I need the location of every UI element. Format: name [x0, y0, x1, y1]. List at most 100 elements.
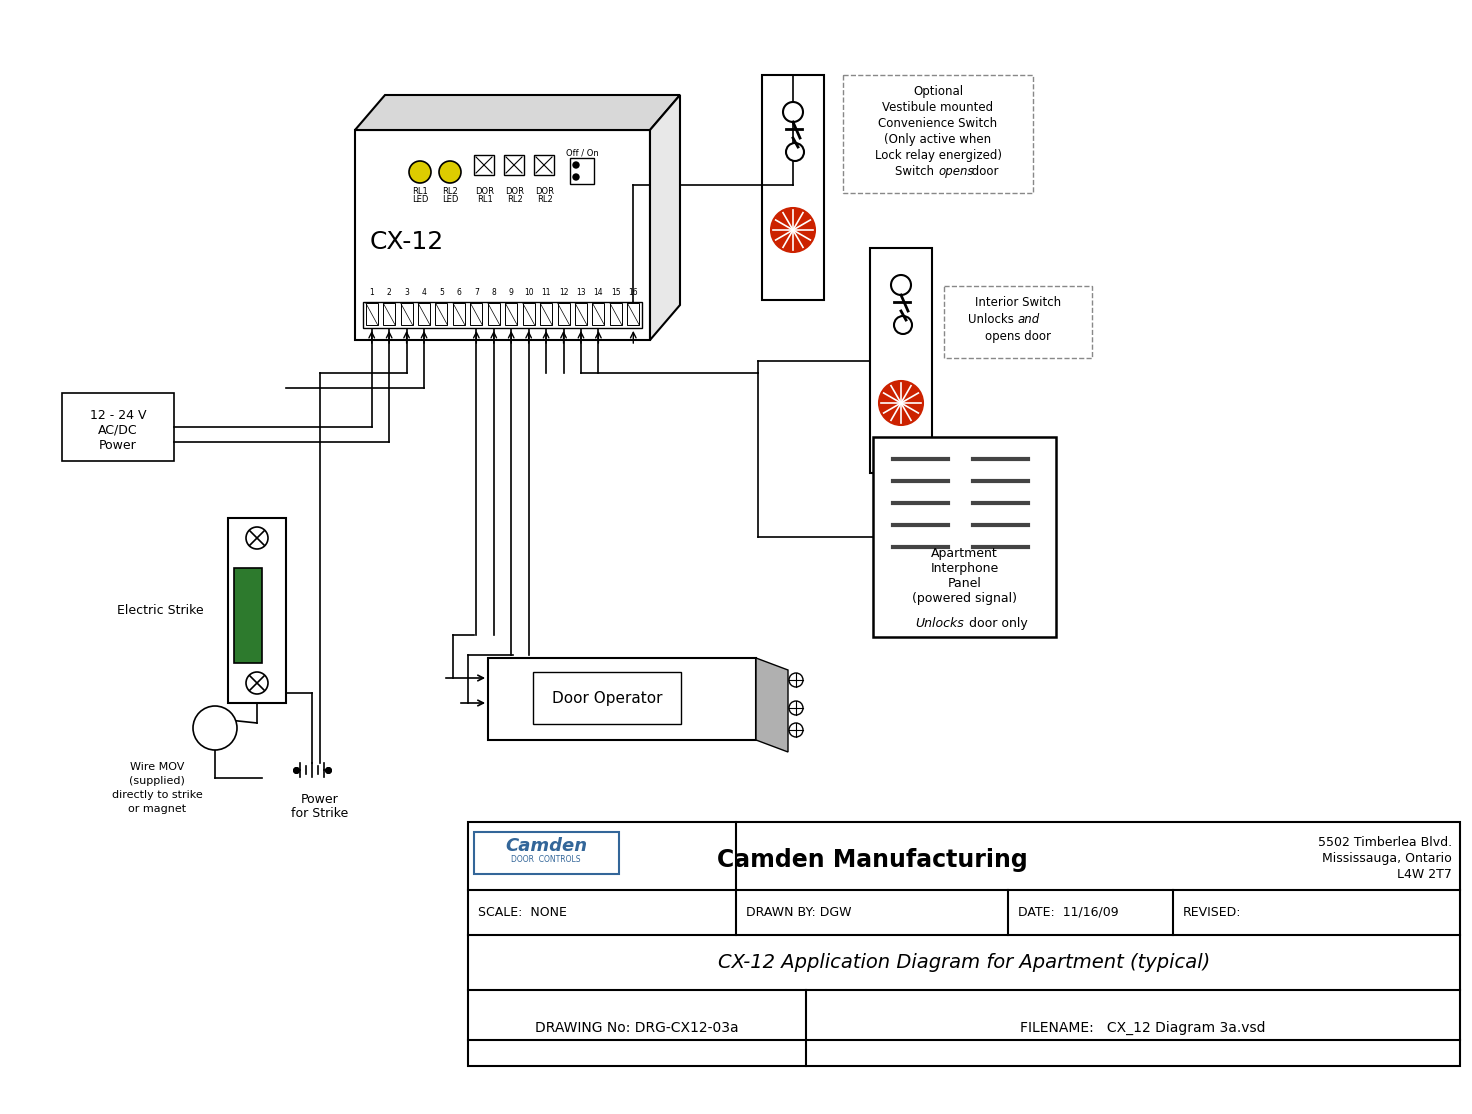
Bar: [627, 303, 639, 325]
Text: Optional: Optional: [913, 85, 963, 98]
Text: Door Operator: Door Operator: [552, 691, 662, 705]
Circle shape: [439, 162, 461, 183]
Text: Interphone: Interphone: [930, 561, 998, 575]
Text: DOOR  CONTROLS: DOOR CONTROLS: [511, 856, 581, 864]
Text: Mississauga, Ontario: Mississauga, Ontario: [1322, 852, 1451, 864]
Circle shape: [246, 672, 268, 694]
Text: directly to strike: directly to strike: [112, 790, 202, 800]
Bar: [873, 437, 1055, 637]
Text: 2: 2: [387, 289, 392, 297]
Text: 2: 2: [581, 173, 587, 182]
Text: 16: 16: [629, 289, 637, 297]
Bar: [383, 303, 394, 325]
Text: Power: Power: [302, 793, 339, 807]
Text: AC/DC: AC/DC: [99, 423, 138, 437]
Text: L4W 2T7: L4W 2T7: [1397, 868, 1451, 881]
Bar: [400, 303, 412, 325]
Text: opens door: opens door: [985, 330, 1051, 343]
Text: DATE:  11/16/09: DATE: 11/16/09: [1019, 906, 1119, 919]
Text: for Strike: for Strike: [291, 807, 349, 820]
Text: 11: 11: [542, 289, 551, 297]
Text: and: and: [1019, 313, 1041, 326]
Text: 9: 9: [509, 289, 514, 297]
Bar: [870, 248, 932, 473]
Bar: [944, 286, 1092, 358]
Bar: [489, 658, 757, 740]
Circle shape: [789, 701, 804, 715]
Circle shape: [894, 316, 913, 334]
Bar: [365, 303, 378, 325]
Text: 10: 10: [524, 289, 533, 297]
Bar: [474, 832, 620, 874]
Text: RL1: RL1: [412, 187, 428, 196]
Text: opens: opens: [938, 165, 973, 178]
Text: 12 - 24 V: 12 - 24 V: [90, 409, 146, 421]
Circle shape: [573, 174, 578, 180]
Text: Off / On: Off / On: [565, 148, 599, 157]
Text: 6: 6: [456, 289, 461, 297]
Circle shape: [193, 706, 237, 750]
Text: 3: 3: [405, 289, 409, 297]
Bar: [558, 303, 570, 325]
Text: Unlocks: Unlocks: [969, 313, 1019, 326]
Text: RL2: RL2: [508, 195, 523, 204]
Circle shape: [789, 723, 804, 737]
Text: 1: 1: [369, 289, 374, 297]
Bar: [503, 155, 524, 175]
Bar: [762, 75, 824, 300]
Text: 14: 14: [593, 289, 604, 297]
Text: Interior Switch: Interior Switch: [974, 296, 1061, 309]
Bar: [436, 303, 447, 325]
Text: Vestibule mounted: Vestibule mounted: [882, 101, 994, 114]
Bar: [523, 303, 534, 325]
Circle shape: [573, 162, 578, 168]
Text: Apartment: Apartment: [932, 547, 998, 560]
Bar: [474, 155, 495, 175]
Bar: [355, 130, 651, 340]
Text: DOR: DOR: [536, 187, 555, 196]
Text: 12: 12: [559, 289, 568, 297]
Circle shape: [771, 208, 815, 252]
Bar: [471, 303, 483, 325]
Text: door: door: [969, 165, 998, 178]
Text: DOR: DOR: [505, 187, 524, 196]
Bar: [505, 303, 517, 325]
Text: RL2: RL2: [537, 195, 553, 204]
Text: Camden: Camden: [505, 837, 587, 856]
Text: DRAWN BY: DGW: DRAWN BY: DGW: [746, 906, 851, 919]
Text: RL2: RL2: [442, 187, 458, 196]
Polygon shape: [757, 658, 788, 752]
Text: Camden Manufacturing: Camden Manufacturing: [717, 848, 1027, 872]
Text: REVISED:: REVISED:: [1183, 906, 1241, 919]
Text: 5: 5: [439, 289, 445, 297]
Text: Power: Power: [99, 439, 137, 451]
Text: or magnet: or magnet: [128, 804, 185, 814]
Bar: [487, 303, 500, 325]
Bar: [576, 303, 587, 325]
Circle shape: [409, 162, 431, 183]
Bar: [453, 303, 465, 325]
Text: Unlocks: Unlocks: [916, 617, 964, 631]
Text: 1: 1: [581, 160, 587, 169]
Bar: [418, 303, 430, 325]
Bar: [468, 822, 1460, 1066]
Bar: [228, 518, 286, 703]
Text: 4: 4: [421, 289, 427, 297]
Text: 15: 15: [611, 289, 621, 297]
Text: LED: LED: [442, 195, 458, 204]
Text: 13: 13: [576, 289, 586, 297]
Text: Wire MOV: Wire MOV: [130, 762, 184, 772]
Text: RL1: RL1: [477, 195, 493, 204]
Bar: [62, 393, 174, 461]
Bar: [534, 155, 553, 175]
Text: (powered signal): (powered signal): [913, 592, 1017, 605]
Circle shape: [783, 102, 804, 123]
Bar: [609, 303, 621, 325]
Text: 7: 7: [474, 289, 478, 297]
Bar: [234, 568, 262, 663]
Text: CX-12: CX-12: [369, 229, 445, 254]
Text: DRAWING No: DRG-CX12-03a: DRAWING No: DRG-CX12-03a: [536, 1022, 739, 1035]
Circle shape: [891, 275, 911, 295]
Text: Electric Strike: Electric Strike: [116, 604, 203, 617]
Bar: [570, 158, 595, 184]
